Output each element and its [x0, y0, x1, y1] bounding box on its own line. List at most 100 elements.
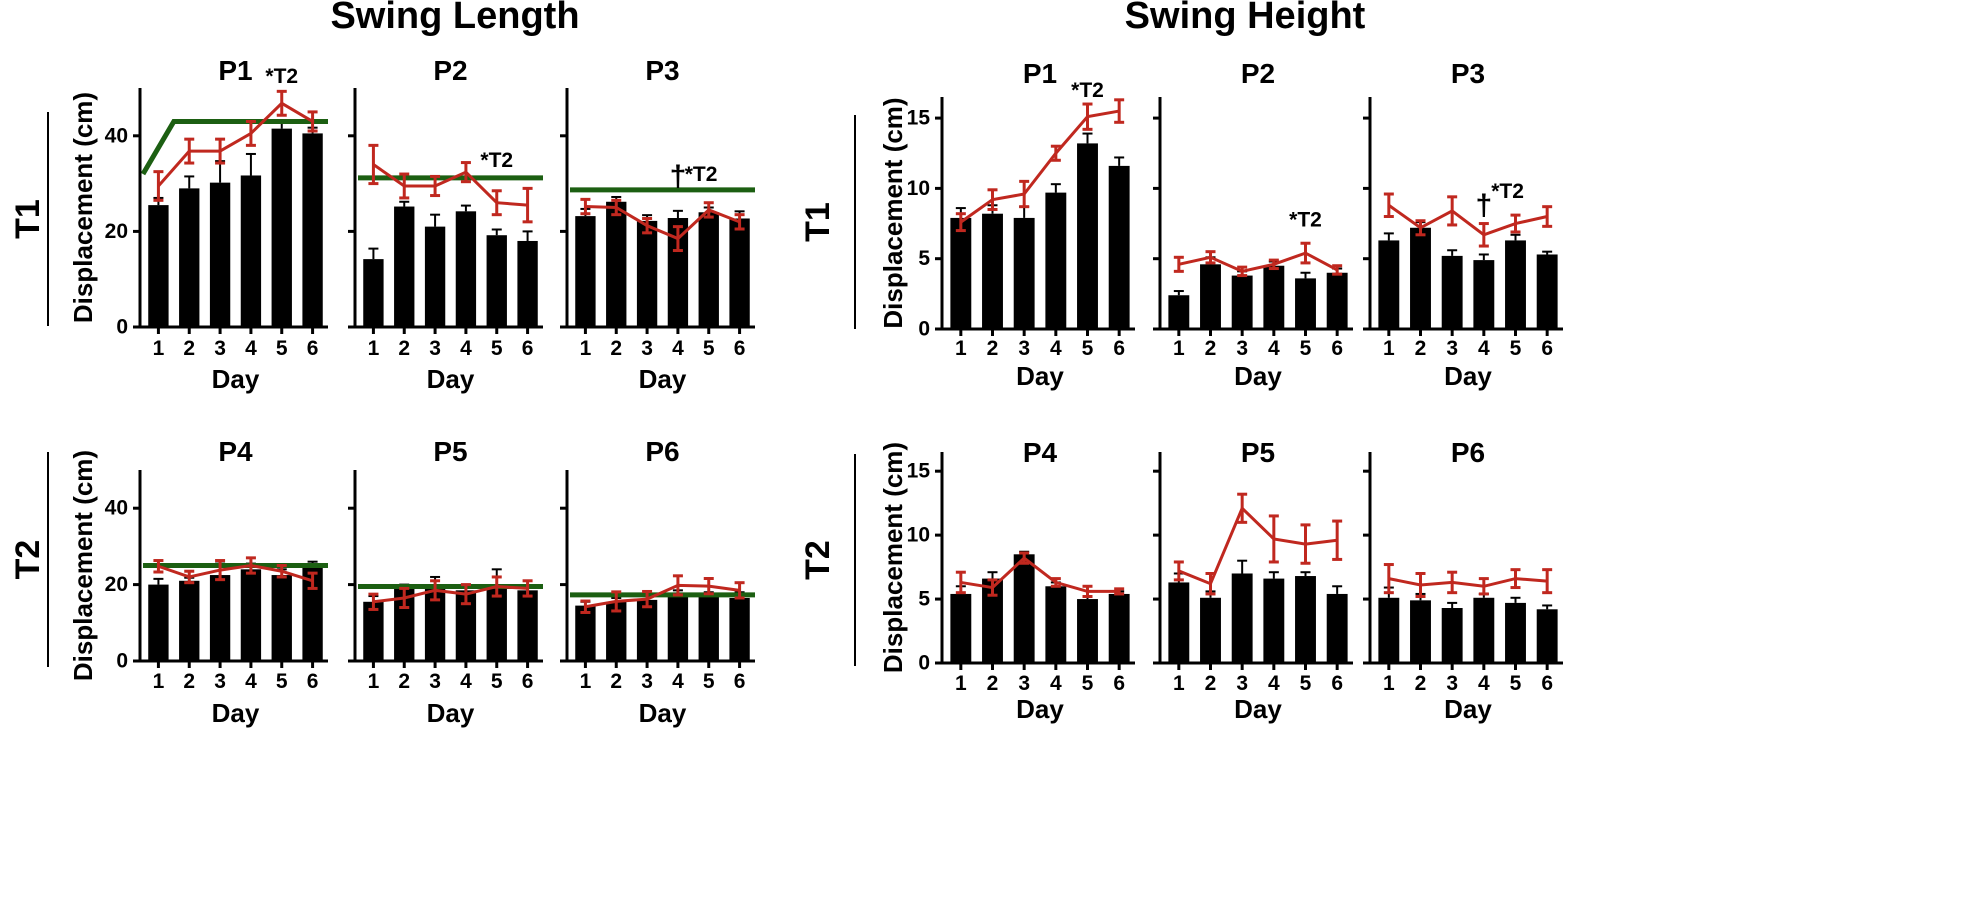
bar [1326, 272, 1348, 329]
bar [1200, 264, 1221, 329]
x-axis-label: Day [1444, 361, 1492, 391]
series-line [372, 163, 528, 207]
x-tick-label: 1 [955, 337, 967, 360]
reference-line [140, 118, 328, 176]
y-tick-label: 15 [907, 107, 931, 130]
bar [698, 212, 719, 327]
annotation: *T2 [265, 65, 298, 88]
bar [1378, 597, 1400, 663]
series-line [157, 563, 314, 583]
y-tick-label: 0 [918, 318, 930, 341]
panel-p6: P6 1 2 3 4 5 6 Day [560, 436, 755, 728]
section-title: Swing Height [1125, 0, 1366, 37]
bar [517, 240, 538, 327]
panel-title: P6 [645, 436, 679, 467]
bar [1231, 275, 1253, 329]
x-tick-label: 6 [1113, 337, 1125, 360]
x-axis-label: Day [1234, 694, 1282, 724]
y-tick-label: 5 [918, 247, 930, 270]
x-tick-label: 4 [1478, 672, 1490, 695]
x-tick-label: 6 [1541, 672, 1553, 695]
bar [667, 218, 689, 327]
bar [1263, 265, 1285, 329]
panel-p5: P5 1 2 3 4 5 6 Day [348, 436, 543, 728]
bar [148, 205, 169, 327]
bar [575, 216, 596, 327]
panel-title: P2 [433, 55, 467, 86]
x-tick-label: 5 [276, 670, 288, 693]
annotation: *T2 [1289, 208, 1322, 231]
annotation: *T2 [480, 149, 513, 172]
panel-title: P2 [1241, 58, 1275, 89]
y-tick-label: 15 [907, 460, 931, 483]
bar [1441, 255, 1463, 329]
panel-title: P3 [645, 55, 679, 86]
x-tick-label: 2 [1415, 337, 1427, 360]
y-axis-label: Displacement (cm) [68, 92, 98, 323]
x-tick-label: 2 [183, 337, 195, 360]
panel-p4: P4 0 20 40 1 2 3 4 5 6 Day [105, 436, 328, 728]
annotation: *T2 [1491, 180, 1524, 203]
x-tick-label: 5 [276, 337, 288, 360]
panel-title: P6 [1451, 437, 1485, 468]
panel-title: P4 [218, 436, 253, 467]
x-tick-label: 1 [153, 337, 165, 360]
x-axis-label: Day [639, 698, 687, 728]
bar [424, 584, 446, 661]
x-tick-label: 4 [460, 670, 472, 693]
x-tick-label: 2 [398, 670, 410, 693]
bar [950, 217, 972, 329]
y-tick-label: 5 [918, 588, 930, 611]
bar [455, 211, 477, 327]
x-tick-label: 3 [1236, 672, 1248, 695]
bar [1505, 240, 1526, 329]
bar [1077, 143, 1098, 329]
x-tick-label: 3 [214, 670, 226, 693]
bar [271, 128, 292, 327]
panel-p1: P1 *T2 0 20 40 1 2 3 4 5 6 Day [105, 55, 328, 394]
x-axis-label: Day [1016, 694, 1064, 724]
y-tick-label: 10 [907, 177, 930, 200]
bar [486, 586, 507, 661]
x-tick-label: 3 [214, 337, 226, 360]
x-tick-label: 6 [1113, 672, 1125, 695]
bar [1536, 254, 1558, 329]
bar [424, 226, 446, 327]
bar [1295, 278, 1316, 329]
x-tick-label: 6 [734, 337, 746, 360]
x-tick-label: 1 [1173, 672, 1185, 695]
bar [982, 213, 1003, 329]
panel-title: P5 [1241, 437, 1275, 468]
x-tick-label: 6 [522, 337, 534, 360]
bar [1441, 608, 1463, 663]
x-tick-label: 2 [987, 337, 999, 360]
x-tick-label: 5 [1300, 337, 1312, 360]
x-tick-label: 1 [580, 337, 592, 360]
bar [698, 596, 719, 661]
bar [1536, 609, 1558, 663]
panel-title: P3 [1451, 58, 1485, 89]
y-tick-label: 0 [116, 650, 128, 673]
series-line [1388, 577, 1548, 588]
annotation: † [670, 160, 687, 193]
bar [240, 175, 262, 327]
row-label: T1 [799, 202, 837, 242]
x-tick-label: 6 [307, 337, 319, 360]
bar [1045, 586, 1067, 663]
bar [394, 588, 415, 661]
x-tick-label: 2 [610, 670, 622, 693]
bar [517, 590, 538, 661]
x-tick-label: 2 [1205, 337, 1217, 360]
bar [1168, 582, 1190, 663]
bar [179, 188, 200, 327]
x-axis-label: Day [1444, 694, 1492, 724]
x-tick-label: 4 [672, 337, 684, 360]
x-tick-label: 3 [429, 337, 441, 360]
x-tick-label: 6 [1331, 337, 1343, 360]
bar [209, 575, 231, 661]
y-axis-label: Displacement (cm) [878, 97, 908, 328]
bar [1473, 597, 1495, 663]
x-tick-label: 4 [1478, 337, 1490, 360]
